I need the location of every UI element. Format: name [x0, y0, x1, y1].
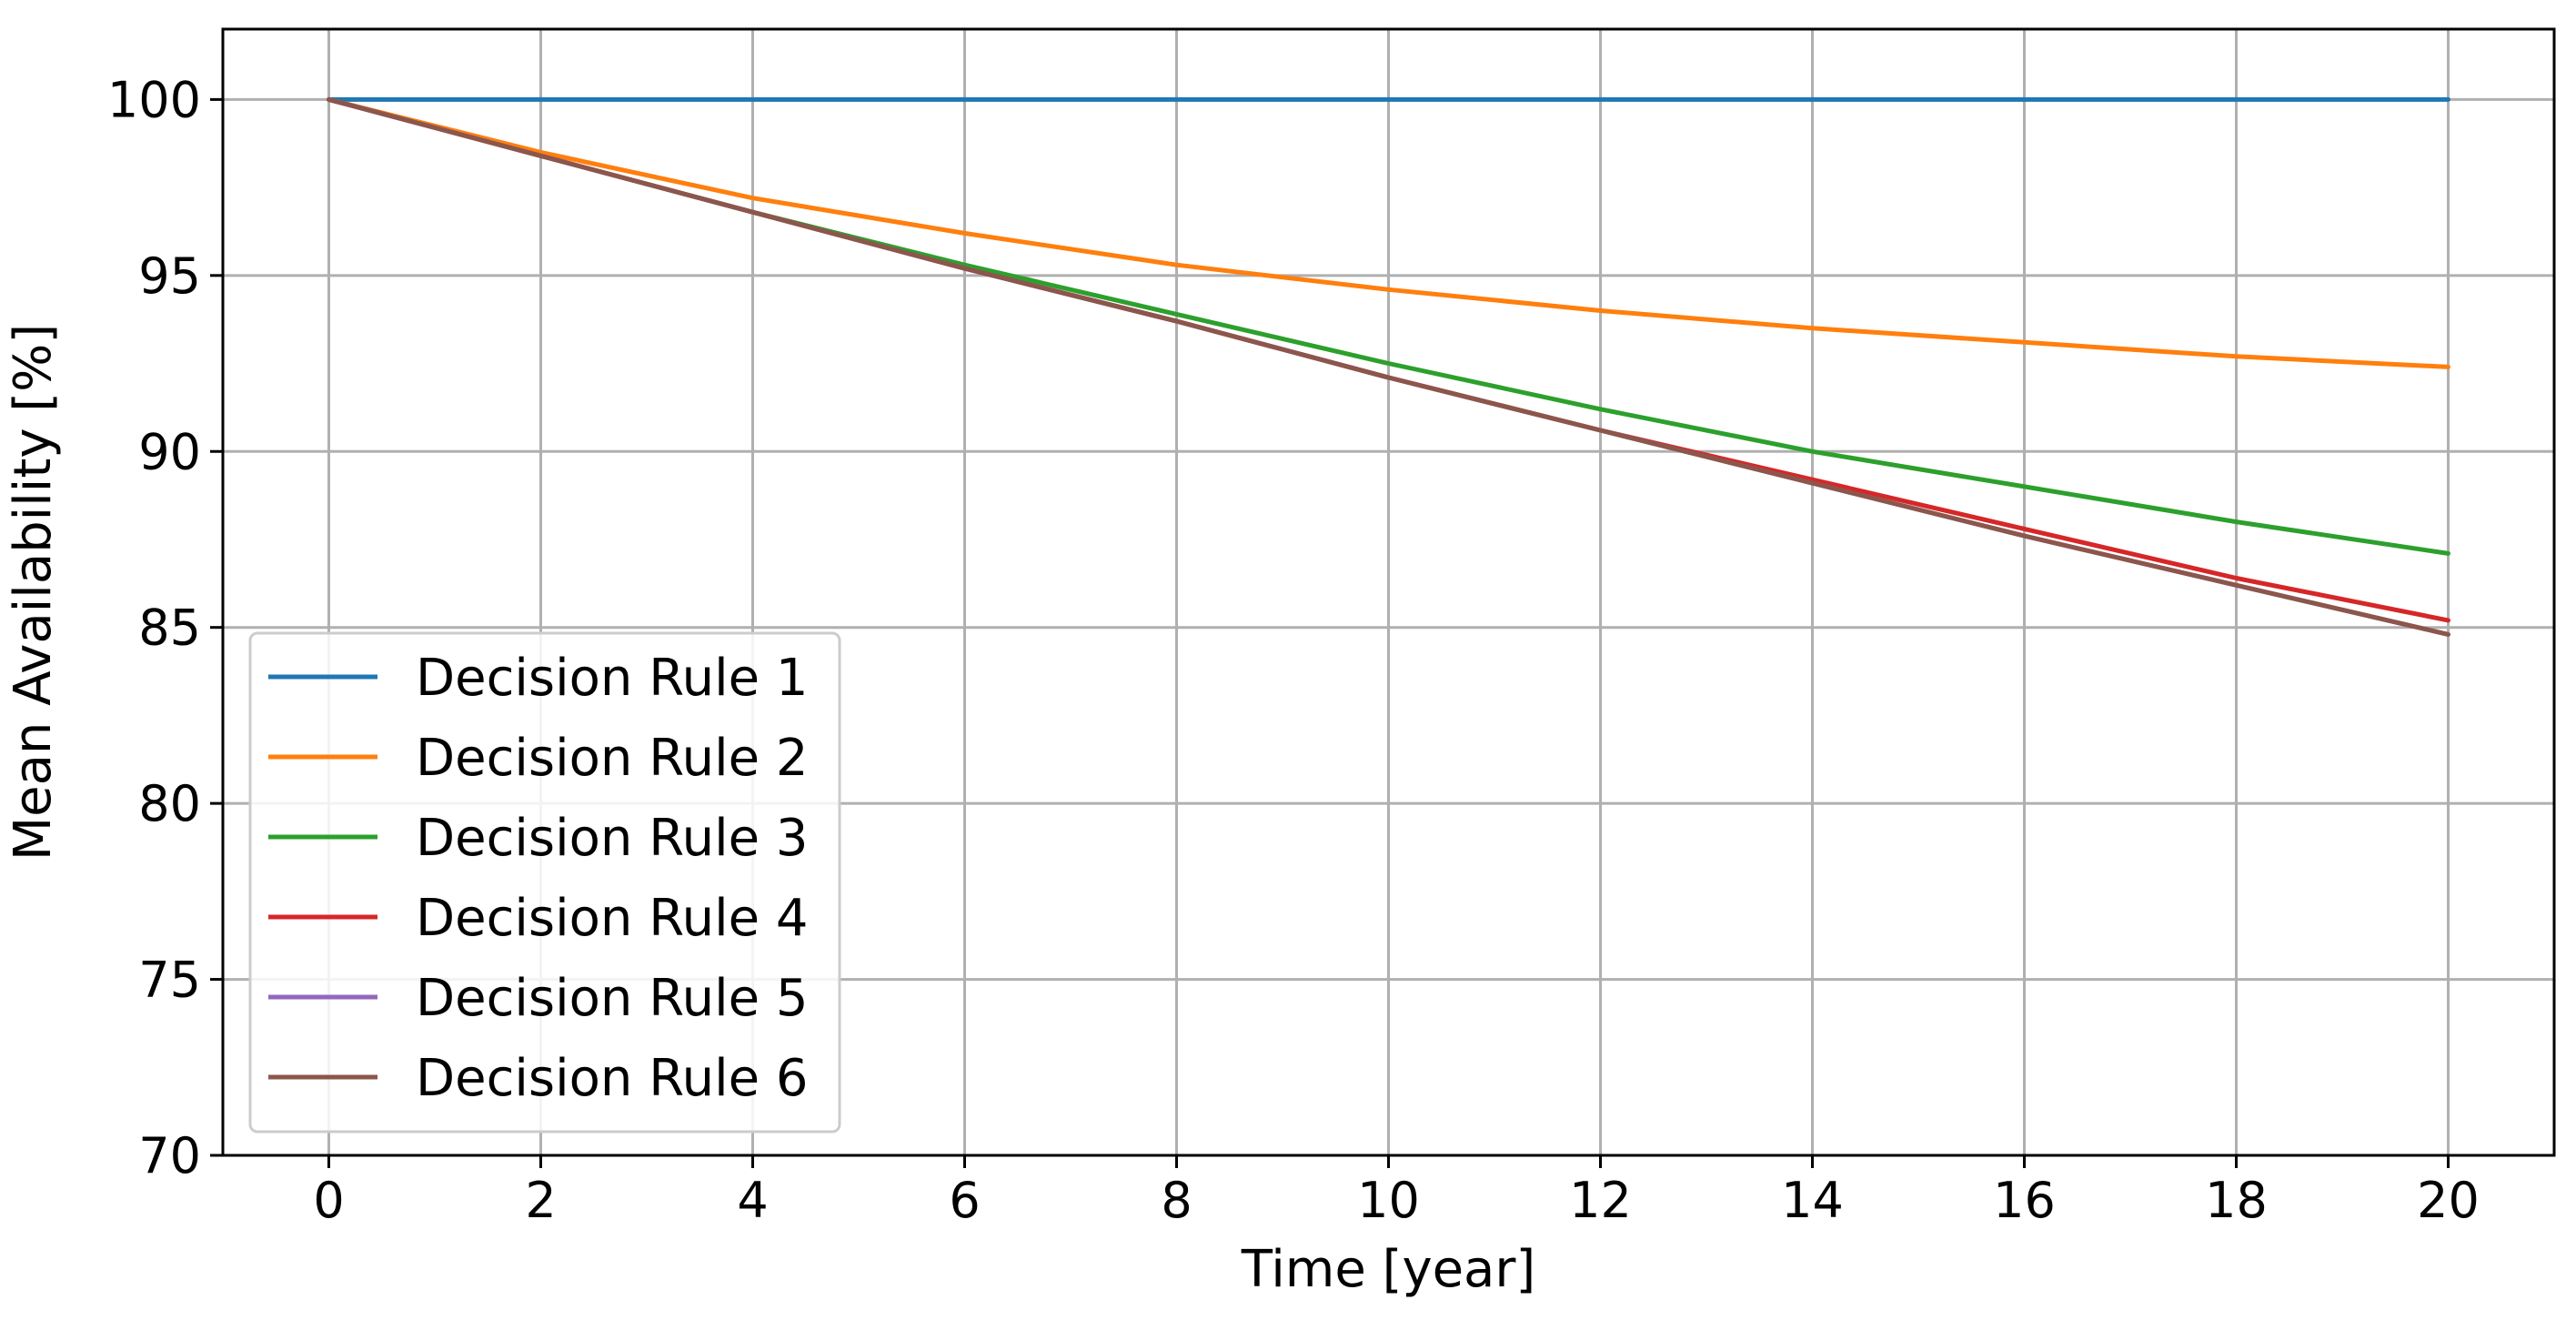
legend-label: Decision Rule 4 [416, 889, 809, 948]
x-tick-label: 6 [949, 1172, 980, 1229]
y-tick-label: 100 [107, 71, 201, 128]
x-tick-label: 12 [1569, 1172, 1632, 1229]
x-tick-label: 18 [2205, 1172, 2268, 1229]
legend-label: Decision Rule 3 [416, 809, 809, 868]
legend-label: Decision Rule 5 [416, 969, 809, 1028]
y-axis-label: Mean Availability [%] [4, 324, 63, 861]
x-tick-label: 4 [737, 1172, 768, 1229]
series-lines [327, 96, 2450, 637]
grid [223, 29, 2554, 1157]
x-tick-label: 8 [1161, 1172, 1192, 1229]
y-tick-label: 80 [138, 775, 201, 832]
y-tick-label: 95 [138, 247, 201, 305]
series-line-decision-rule-2 [327, 96, 2450, 369]
legend-label: Decision Rule 1 [416, 649, 809, 708]
x-tick-label: 20 [2417, 1172, 2480, 1229]
x-axis-ticks: 0 2 4 6 8 10 12 14 16 18 20 [313, 1155, 2480, 1229]
legend: Decision Rule 1 Decision Rule 2 Decision R… [248, 631, 841, 1134]
legend-label: Decision Rule 2 [416, 729, 809, 788]
y-tick-label: 75 [138, 952, 201, 1009]
series-line-decision-rule-6 [327, 96, 2450, 637]
x-tick-label: 16 [1993, 1172, 2056, 1229]
x-axis-label: Time [year] [1241, 1240, 1535, 1299]
x-tick-label: 0 [313, 1172, 344, 1229]
x-tick-label: 10 [1357, 1172, 1420, 1229]
y-tick-label: 85 [138, 600, 201, 657]
legend-box [248, 631, 841, 1134]
y-tick-label: 70 [138, 1127, 201, 1184]
y-axis-ticks: 70 75 80 85 90 95 100 [107, 71, 223, 1184]
x-tick-label: 2 [525, 1172, 556, 1229]
legend-label: Decision Rule 6 [416, 1049, 809, 1108]
y-tick-label: 90 [138, 423, 201, 480]
x-tick-label: 14 [1781, 1172, 1844, 1229]
